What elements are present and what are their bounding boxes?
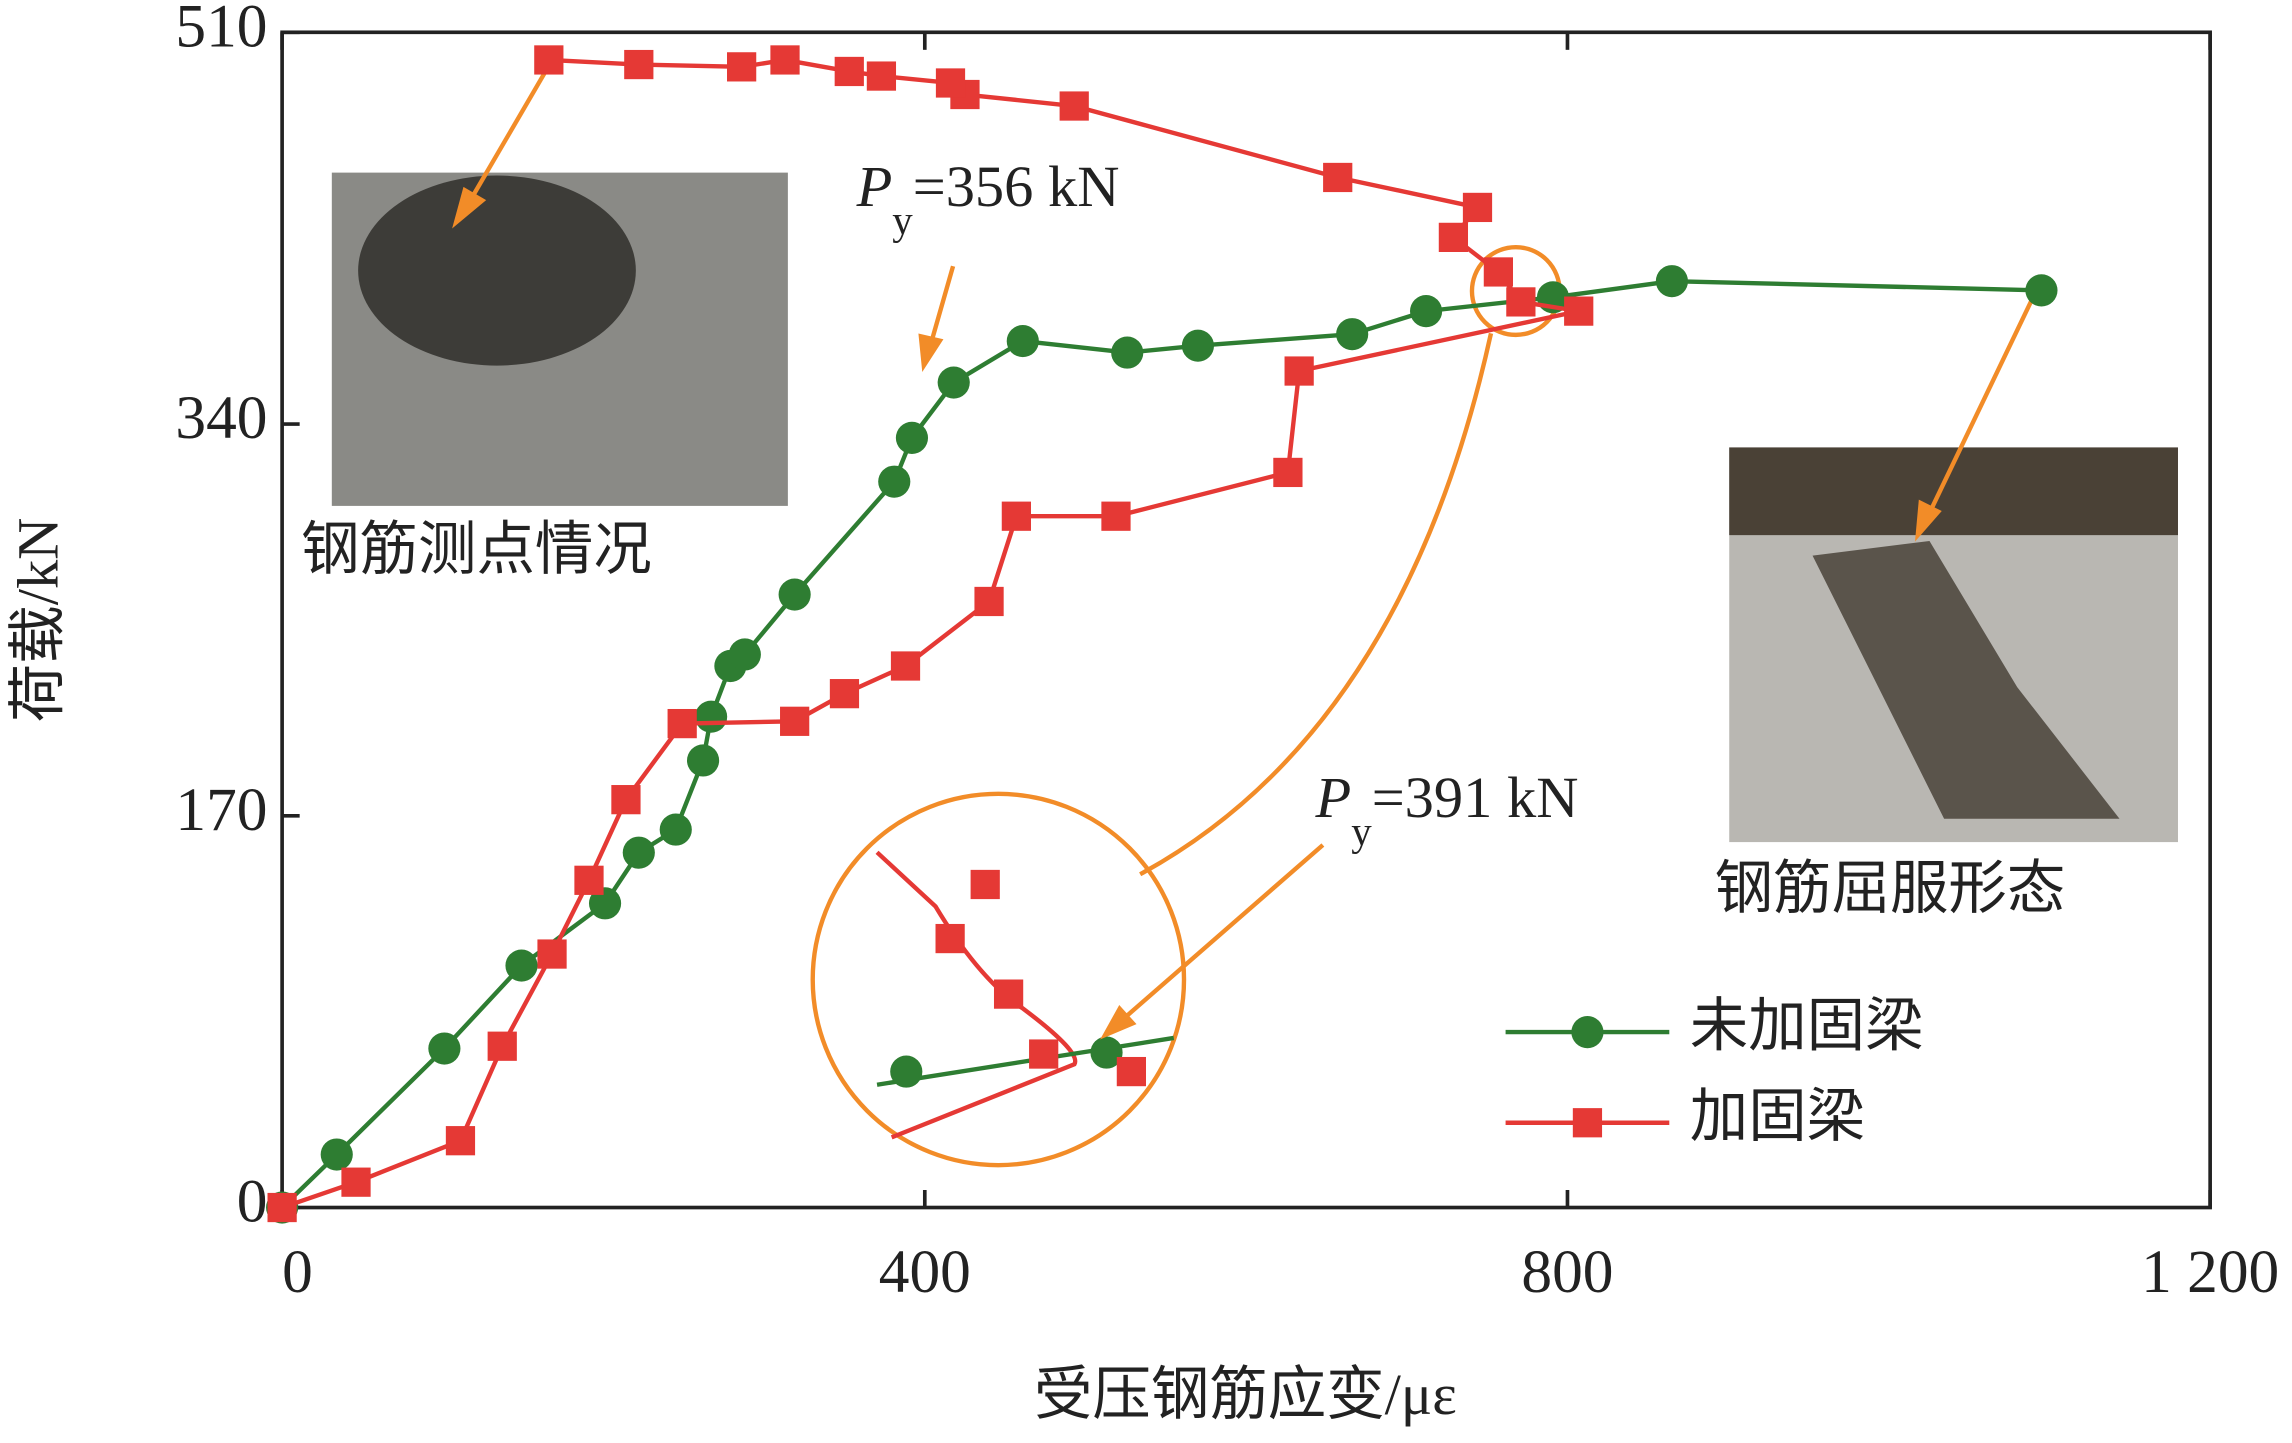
marker (1323, 162, 1353, 193)
marker (534, 45, 564, 75)
marker (878, 465, 911, 498)
marker (588, 887, 622, 920)
marker (686, 744, 720, 777)
marker (537, 939, 567, 969)
marker (1006, 325, 1039, 358)
marker (974, 586, 1004, 617)
marker (890, 651, 921, 681)
marker (659, 813, 692, 846)
marker (611, 785, 641, 815)
legend-label: 未加固梁 (1690, 994, 1924, 1059)
marker (1001, 501, 1031, 531)
y-tick-label: 0 (237, 1168, 268, 1236)
marker (937, 366, 970, 399)
marker (667, 708, 697, 739)
marker (624, 49, 654, 80)
marker (1101, 501, 1131, 531)
marker (728, 638, 761, 671)
y-tick-label: 170 (175, 776, 267, 844)
marker (770, 45, 800, 75)
legend-marker (1572, 1108, 1603, 1138)
marker (1059, 91, 1089, 121)
marker (1336, 318, 1369, 351)
marker (267, 1192, 297, 1223)
marker (2025, 274, 2058, 307)
marker (780, 706, 810, 736)
marker (778, 578, 811, 611)
annotation: Py=356 kN (856, 155, 1120, 244)
annotation: Py=391 kN (1315, 766, 1579, 855)
zoom-marker (1090, 1036, 1123, 1069)
marker (622, 836, 655, 869)
arrows (452, 63, 2034, 1040)
y-tick-label: 340 (175, 384, 267, 452)
marker (1409, 295, 1443, 328)
marker (895, 421, 929, 454)
zoom-markers (935, 869, 1146, 1087)
zoom-marker (890, 1055, 923, 1088)
y-tick-label: 510 (175, 0, 267, 60)
x-axis-label: 受压钢筋应变/με (1034, 1362, 1457, 1427)
marker (1111, 336, 1144, 369)
legend-label: 加固梁 (1690, 1084, 1865, 1149)
zoom-arrow (1139, 332, 1494, 877)
marker (727, 52, 757, 82)
marker (1483, 257, 1513, 287)
x-tick-label: 1 200 (2141, 1238, 2279, 1306)
marker (1284, 356, 1314, 386)
y-axis-label: 荷载/kN (5, 518, 70, 723)
marker (834, 56, 864, 87)
x-tick-label: 400 (879, 1238, 971, 1306)
marker (1462, 192, 1493, 223)
zoom-circle (810, 791, 1187, 1168)
marker (1438, 222, 1469, 252)
annotation: 钢筋屈服形态 (1715, 856, 2066, 921)
marker (1273, 457, 1303, 488)
marker (341, 1167, 371, 1197)
marker (1181, 329, 1215, 362)
marker (487, 1031, 517, 1061)
marker (866, 61, 897, 91)
marker (1655, 265, 1688, 298)
marker (1506, 287, 1536, 317)
x-tick-label: 0 (282, 1238, 313, 1306)
legend-marker (1571, 1016, 1604, 1049)
annotation: 钢筋测点情况 (301, 517, 652, 582)
photo-detail (358, 175, 636, 366)
marker (505, 949, 538, 982)
marker (695, 700, 728, 733)
marker (320, 1138, 353, 1171)
marker (574, 865, 604, 895)
marker (1564, 296, 1594, 326)
x-tick-label: 800 (1521, 1238, 1613, 1306)
marker (829, 679, 860, 709)
marker (428, 1032, 461, 1065)
marker (935, 68, 966, 98)
plot-frame (280, 30, 2212, 1210)
marker (445, 1126, 476, 1156)
photo-detail (1812, 540, 2120, 819)
zoom-line (876, 1035, 1175, 1087)
